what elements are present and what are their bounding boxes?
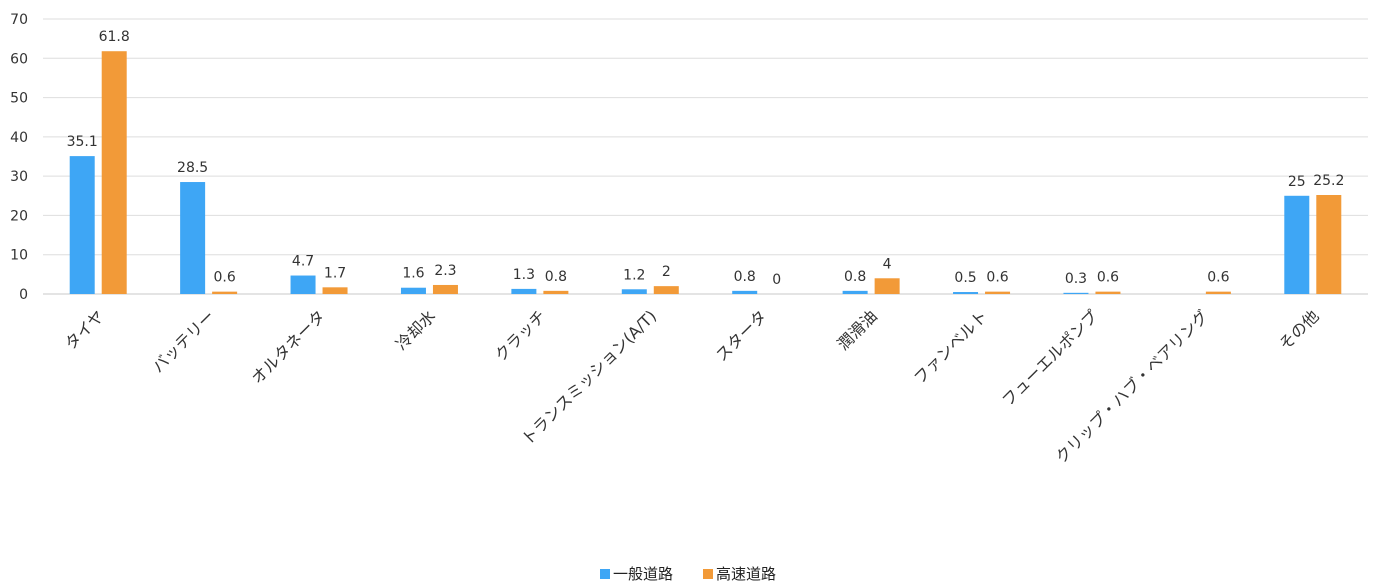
data-label: 0.8: [545, 269, 567, 285]
x-tick-label: タイヤ: [61, 306, 108, 353]
bar: [101, 51, 127, 294]
bars: [69, 51, 1342, 294]
legend-swatch-general-road: [599, 568, 610, 579]
y-tick-label: 60: [10, 51, 28, 67]
data-label: 0: [772, 272, 781, 288]
data-label: 1.2: [623, 267, 645, 283]
y-tick-label: 20: [10, 208, 28, 224]
legend-item-general-road[interactable]: 一般道路: [599, 563, 673, 584]
bar: [212, 291, 238, 294]
data-label: 25.2: [1313, 173, 1344, 189]
x-tick-label: ファンベルト: [910, 306, 991, 387]
data-label: 4.7: [292, 254, 314, 270]
data-label: 0.6: [213, 270, 235, 286]
data-label: 1.3: [513, 267, 535, 283]
bar: [432, 284, 458, 294]
y-tick-label: 0: [19, 287, 28, 303]
data-label: 2.3: [434, 263, 456, 279]
data-label: 4: [883, 256, 892, 272]
x-tick-label: 潤滑油: [834, 306, 881, 353]
bar: [985, 291, 1011, 294]
y-tick-label: 70: [10, 12, 28, 28]
data-labels: 35.1 61.8 28.5 0.6 4.7 1.7 1.6 2.3 1.3 0.8 1.2 2 0.8…: [67, 29, 1345, 288]
data-label: 0.6: [986, 270, 1008, 286]
legend-swatch-expressway: [703, 568, 713, 579]
bar: [69, 156, 95, 294]
x-axis-labels: タイヤ バッテリー オルタネータ 冷却水 クラッチトランスミッション(A/T) スタータ潤…: [61, 306, 1323, 467]
bar: [1063, 292, 1089, 294]
bar: [1316, 195, 1342, 294]
legend-item-expressway[interactable]: 高速道路: [703, 563, 776, 584]
data-label: 1.6: [402, 266, 424, 282]
bar: [653, 286, 679, 294]
data-label: 2: [662, 264, 671, 280]
x-tick-label: クラッチ: [491, 306, 550, 365]
data-label: 61.8: [99, 29, 130, 45]
data-label: 35.1: [67, 134, 98, 150]
x-tick-label: フューエルポンプ: [998, 306, 1102, 410]
legend: 一般道路 高速道路: [0, 563, 1376, 584]
data-label: 0.3: [1065, 271, 1087, 287]
bar: [1284, 195, 1310, 294]
bar: [621, 289, 647, 294]
bar: [290, 275, 316, 294]
bar: [953, 292, 979, 294]
data-label: 0.6: [1097, 270, 1119, 286]
x-tick-label: スタータ: [712, 306, 771, 365]
data-label: 25: [1288, 174, 1306, 190]
x-tick-label: 冷却水: [392, 306, 439, 353]
data-label: 0.8: [844, 269, 866, 285]
bar: [400, 287, 426, 294]
data-label: 0.8: [734, 269, 756, 285]
y-tick-label: 30: [10, 169, 28, 185]
bar: [1205, 291, 1231, 294]
bar: [874, 278, 900, 294]
data-label: 28.5: [177, 160, 208, 176]
bar: [180, 182, 206, 294]
legend-label-general-road: 一般道路: [612, 565, 673, 583]
data-label: 0.5: [954, 270, 976, 286]
data-label: 1.7: [324, 265, 346, 281]
bar: [1095, 291, 1121, 294]
x-tick-label: オルタネータ: [248, 306, 329, 387]
y-axis-ticks: 0 10 20 30 40 50 60 70: [10, 12, 28, 303]
bar: [543, 290, 569, 294]
data-label: 0.6: [1207, 270, 1229, 286]
legend-label-expressway: 高速道路: [716, 565, 777, 583]
gridlines: [43, 18, 1368, 295]
x-tick-label: バッテリー: [148, 306, 218, 376]
bar: [322, 287, 348, 294]
x-tick-label: その他: [1275, 306, 1322, 353]
y-tick-label: 50: [10, 91, 28, 107]
y-tick-label: 40: [10, 130, 28, 146]
bar: [511, 288, 537, 294]
y-tick-label: 10: [10, 248, 28, 264]
bar: [732, 290, 758, 294]
bar: [842, 290, 868, 294]
